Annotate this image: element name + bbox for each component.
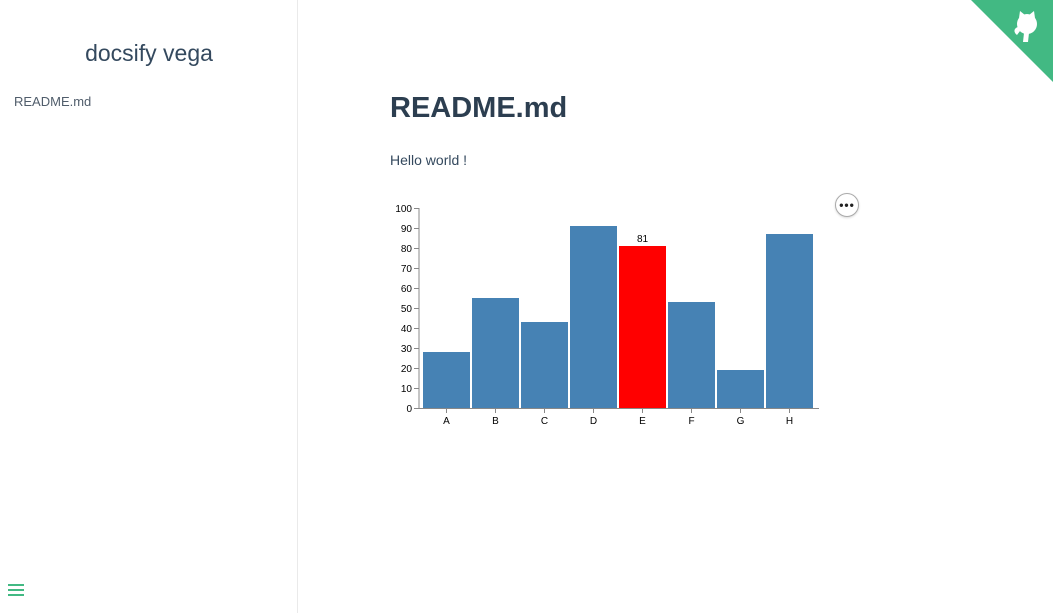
main-content: README.md Hello world ! 0 10 20 30 40 50 60 70 8… bbox=[299, 0, 1053, 613]
y-tick-label: 50 bbox=[401, 304, 413, 315]
hamburger-icon[interactable] bbox=[8, 582, 26, 598]
sidebar-item-readme[interactable]: README.md bbox=[14, 94, 92, 109]
x-tick-label: C bbox=[541, 416, 548, 427]
github-octocat-icon bbox=[971, 0, 1053, 82]
y-tick-label: 100 bbox=[395, 204, 412, 215]
y-tick-label: 10 bbox=[401, 384, 413, 395]
hamburger-line bbox=[8, 584, 24, 586]
y-tick-label: 80 bbox=[401, 244, 413, 255]
bar-C[interactable] bbox=[521, 322, 568, 408]
bar-D[interactable] bbox=[570, 226, 617, 408]
paragraph: Hello world ! bbox=[390, 152, 468, 168]
bar-H[interactable] bbox=[766, 234, 813, 408]
y-tick-label: 20 bbox=[401, 364, 413, 375]
bar-chart-svg: 0 10 20 30 40 50 60 70 80 90 100 A B C D E 81 F G H bbox=[395, 204, 819, 427]
bar-F[interactable] bbox=[668, 302, 715, 408]
y-tick-label: 0 bbox=[406, 404, 412, 415]
github-corner[interactable] bbox=[971, 0, 1053, 82]
x-tick-label: E bbox=[639, 416, 646, 427]
y-tick-label: 90 bbox=[401, 224, 413, 235]
y-tick-label: 40 bbox=[401, 324, 413, 335]
x-tick-label: F bbox=[688, 416, 694, 427]
bar-A[interactable] bbox=[423, 352, 470, 408]
y-tick-label: 60 bbox=[401, 284, 413, 295]
bar-G[interactable] bbox=[717, 370, 764, 408]
hamburger-line bbox=[8, 594, 24, 596]
data-label: 81 bbox=[637, 234, 649, 245]
sidebar-nav: README.md bbox=[14, 94, 91, 109]
sidebar: docsify vega README.md bbox=[0, 0, 298, 613]
bar-B[interactable] bbox=[472, 298, 519, 408]
y-tick-label: 70 bbox=[401, 264, 413, 275]
bar-E[interactable] bbox=[619, 246, 666, 408]
app-name[interactable]: docsify vega bbox=[85, 40, 213, 66]
x-tick-label: H bbox=[786, 416, 793, 427]
bar-chart: 0 10 20 30 40 50 60 70 80 90 100 A B C D E 81 F G H bbox=[384, 190, 824, 430]
x-tick-label: B bbox=[492, 416, 499, 427]
hamburger-line bbox=[8, 589, 24, 591]
ellipsis-icon[interactable]: ••• bbox=[835, 193, 859, 217]
x-tick-label: D bbox=[590, 416, 597, 427]
x-tick-label: A bbox=[443, 416, 450, 427]
page-title: README.md bbox=[390, 92, 568, 124]
x-tick-label: G bbox=[737, 416, 745, 427]
y-tick-label: 30 bbox=[401, 344, 413, 355]
